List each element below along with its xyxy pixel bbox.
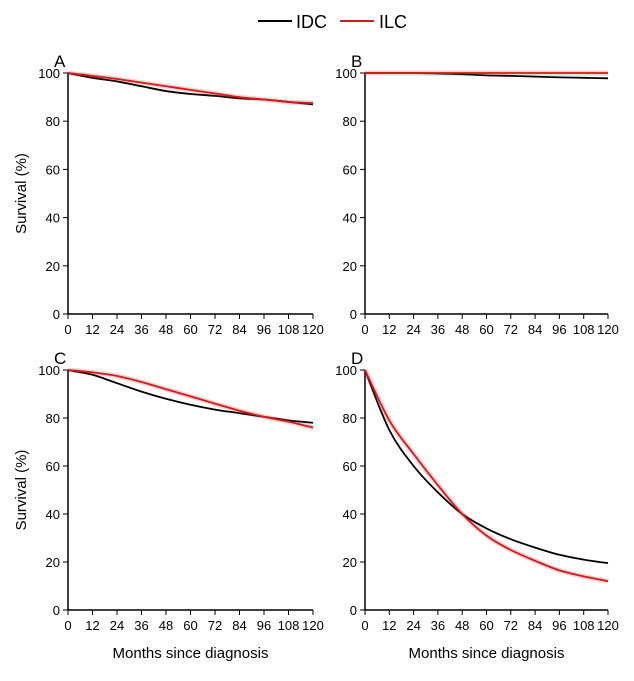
x-tick-label: 36 [431, 322, 445, 337]
x-tick-label: 0 [64, 322, 71, 337]
x-tick-label: 48 [159, 618, 173, 633]
x-tick-label: 84 [232, 322, 246, 337]
x-tick-label: 108 [573, 618, 595, 633]
x-tick-label: 60 [479, 322, 493, 337]
x-tick-label: 120 [302, 618, 324, 633]
series-line-ilc [67, 369, 314, 429]
y-tick-label: 100 [38, 66, 60, 81]
y-tick-label: 80 [46, 114, 60, 129]
x-axis-label: Months since diagnosis [113, 645, 269, 662]
x-tick-label: 96 [257, 322, 271, 337]
x-tick-label: 24 [110, 322, 124, 337]
y-axis-label: Survival (%) [13, 153, 30, 234]
y-tick-label: 100 [38, 363, 60, 378]
y-tick-label: 0 [53, 307, 60, 322]
x-tick-label: 0 [361, 618, 368, 633]
y-tick-label: 0 [350, 307, 357, 322]
y-tick-label: 60 [46, 459, 60, 474]
x-tick-label: 60 [183, 322, 197, 337]
x-tick-label: 84 [232, 618, 246, 633]
x-tick-label: 60 [479, 618, 493, 633]
x-tick-label: 60 [183, 618, 197, 633]
x-tick-label: 0 [361, 322, 368, 337]
x-tick-label: 96 [552, 618, 566, 633]
x-tick-label: 108 [573, 322, 595, 337]
x-tick-label: 120 [597, 322, 619, 337]
x-tick-label: 72 [504, 618, 518, 633]
x-tick-label: 72 [208, 322, 222, 337]
x-tick-label: 48 [455, 618, 469, 633]
legend: IDC ILC [258, 12, 407, 32]
y-tick-label: 100 [335, 363, 357, 378]
y-tick-label: 80 [343, 114, 357, 129]
y-tick-label: 40 [46, 211, 60, 226]
x-tick-label: 36 [134, 618, 148, 633]
x-tick-label: 108 [278, 618, 300, 633]
y-tick-label: 40 [343, 211, 357, 226]
y-tick-label: 80 [343, 411, 357, 426]
x-tick-label: 12 [85, 618, 99, 633]
series-line-ilc [364, 369, 609, 583]
y-tick-label: 60 [46, 162, 60, 177]
x-tick-label: 36 [431, 618, 445, 633]
x-tick-label: 72 [208, 618, 222, 633]
x-tick-label: 0 [64, 618, 71, 633]
y-tick-label: 60 [343, 459, 357, 474]
x-tick-label: 24 [406, 322, 420, 337]
x-tick-label: 108 [278, 322, 300, 337]
y-tick-label: 20 [46, 259, 60, 274]
x-tick-label: 84 [528, 322, 542, 337]
y-tick-label: 0 [53, 603, 60, 618]
y-tick-label: 40 [46, 507, 60, 522]
x-tick-label: 48 [159, 322, 173, 337]
x-tick-label: 96 [257, 618, 271, 633]
y-tick-label: 20 [343, 259, 357, 274]
x-tick-label: 120 [302, 322, 324, 337]
panel-label: A [54, 52, 66, 71]
x-tick-label: 12 [85, 322, 99, 337]
x-tick-label: 84 [528, 618, 542, 633]
y-tick-label: 100 [335, 66, 357, 81]
legend-label-ilc: ILC [379, 12, 407, 32]
y-tick-label: 0 [350, 603, 357, 618]
y-tick-label: 80 [46, 411, 60, 426]
y-axis-label: Survival (%) [13, 450, 30, 531]
series-line-idc [364, 369, 609, 565]
x-tick-label: 12 [382, 322, 396, 337]
x-tick-label: 36 [134, 322, 148, 337]
y-tick-label: 20 [46, 555, 60, 570]
x-tick-label: 24 [406, 618, 420, 633]
x-tick-label: 48 [455, 322, 469, 337]
x-tick-label: 12 [382, 618, 396, 633]
legend-label-idc: IDC [296, 12, 327, 32]
x-axis-label: Months since diagnosis [409, 645, 565, 662]
series-line-ilc [67, 72, 314, 105]
y-tick-label: 60 [343, 162, 357, 177]
x-tick-label: 96 [552, 322, 566, 337]
x-tick-label: 24 [110, 618, 124, 633]
x-tick-label: 120 [597, 618, 619, 633]
panel-label: B [351, 52, 362, 71]
panel-label: C [54, 349, 66, 368]
y-tick-label: 40 [343, 507, 357, 522]
y-tick-label: 20 [343, 555, 357, 570]
ci-band-ilc [362, 368, 609, 584]
panel-label: D [351, 349, 363, 368]
x-tick-label: 72 [504, 322, 518, 337]
